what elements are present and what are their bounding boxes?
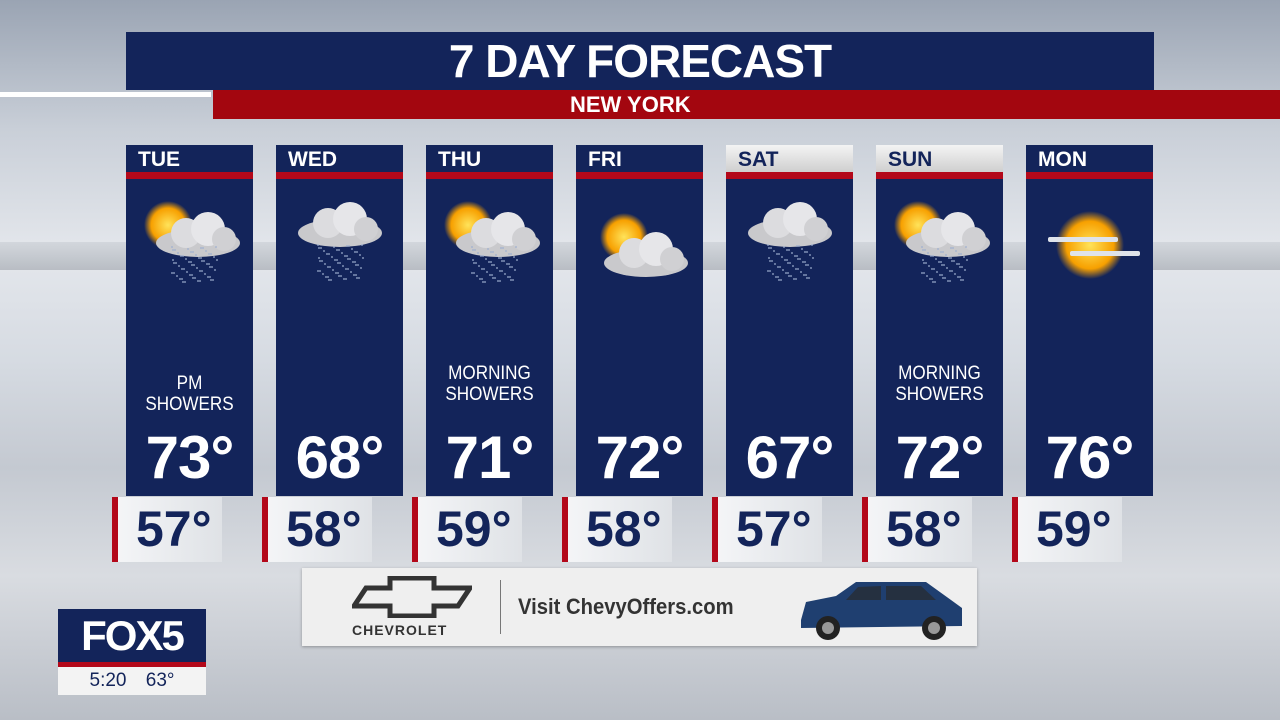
day-label: SUN bbox=[876, 145, 1003, 172]
current-temp: 63° bbox=[145, 670, 175, 691]
ad-brand: CHEVROLET bbox=[352, 622, 448, 638]
day-label: THU bbox=[438, 148, 482, 171]
day-divider bbox=[426, 172, 553, 179]
forecast-title: 7 DAY FORECAST bbox=[126, 32, 1154, 90]
ad-text: Visit ChevyOffers.com bbox=[518, 594, 734, 619]
day-column-tue: TUE PM SHOWERS 73° bbox=[126, 145, 253, 496]
ad-divider bbox=[500, 580, 501, 634]
day-column-fri: FRI 72° bbox=[576, 145, 703, 496]
condition-text: MORNING SHOWERS bbox=[895, 363, 984, 405]
day-label: SAT bbox=[726, 145, 853, 172]
low-temp: 59° bbox=[1012, 497, 1122, 562]
chevrolet-ad[interactable]: CHEVROLET Visit ChevyOffers.com bbox=[302, 568, 977, 646]
low-temp: 58° bbox=[862, 497, 972, 562]
high-temp: 76° bbox=[1045, 424, 1135, 491]
fox5-logo: FOX5 bbox=[58, 609, 206, 662]
day-divider bbox=[126, 172, 253, 179]
logo-stripe bbox=[58, 662, 206, 667]
day-divider bbox=[276, 172, 403, 179]
day-column-sun: SUN MORNING SHOWERS 72° bbox=[876, 145, 1003, 496]
day-divider bbox=[1026, 172, 1153, 179]
high-temp: 72° bbox=[595, 424, 685, 491]
day-label: TUE bbox=[138, 148, 180, 171]
chevrolet-bowtie-icon bbox=[352, 576, 472, 618]
high-temp: 73° bbox=[145, 424, 235, 491]
day-divider bbox=[876, 172, 1003, 179]
location-label: NEW YORK bbox=[213, 90, 1280, 119]
day-divider bbox=[726, 172, 853, 179]
cloud-rain-icon bbox=[290, 195, 390, 295]
sun-cloud-icon bbox=[590, 195, 690, 295]
high-temp: 72° bbox=[895, 424, 985, 491]
high-temp: 67° bbox=[745, 424, 835, 491]
fox5-station-bug: FOX5 5:20 63° bbox=[58, 609, 206, 695]
low-temp: 59° bbox=[412, 497, 522, 562]
time-temp: 5:20 63° bbox=[58, 667, 206, 695]
clock-time: 5:20 bbox=[89, 670, 127, 691]
day-divider bbox=[576, 172, 703, 179]
condition-text: MORNING SHOWERS bbox=[445, 363, 534, 405]
divider bbox=[0, 92, 211, 97]
day-column-thu: THU MORNING SHOWERS 71° bbox=[426, 145, 553, 496]
sun-cloud-rain-icon bbox=[140, 195, 240, 295]
low-temp: 58° bbox=[262, 497, 372, 562]
car-image bbox=[801, 582, 962, 640]
low-temp: 57° bbox=[712, 497, 822, 562]
day-label: WED bbox=[288, 148, 337, 171]
sun-cloud-rain-icon bbox=[440, 195, 540, 295]
day-column-wed: WED 68° bbox=[276, 145, 403, 496]
day-column-mon: MON 76° bbox=[1026, 145, 1153, 496]
sun-cloud-rain-icon bbox=[890, 195, 990, 295]
high-temp: 71° bbox=[445, 424, 535, 491]
day-label: MON bbox=[1038, 148, 1087, 171]
day-label: FRI bbox=[588, 148, 622, 171]
low-temp: 58° bbox=[562, 497, 672, 562]
hazy-sun-icon bbox=[1040, 195, 1140, 295]
cloud-rain-icon bbox=[740, 195, 840, 295]
low-temp: 57° bbox=[112, 497, 222, 562]
high-temp: 68° bbox=[295, 424, 385, 491]
condition-text: PM SHOWERS bbox=[145, 373, 234, 415]
day-column-sat: SAT 67° bbox=[726, 145, 853, 496]
